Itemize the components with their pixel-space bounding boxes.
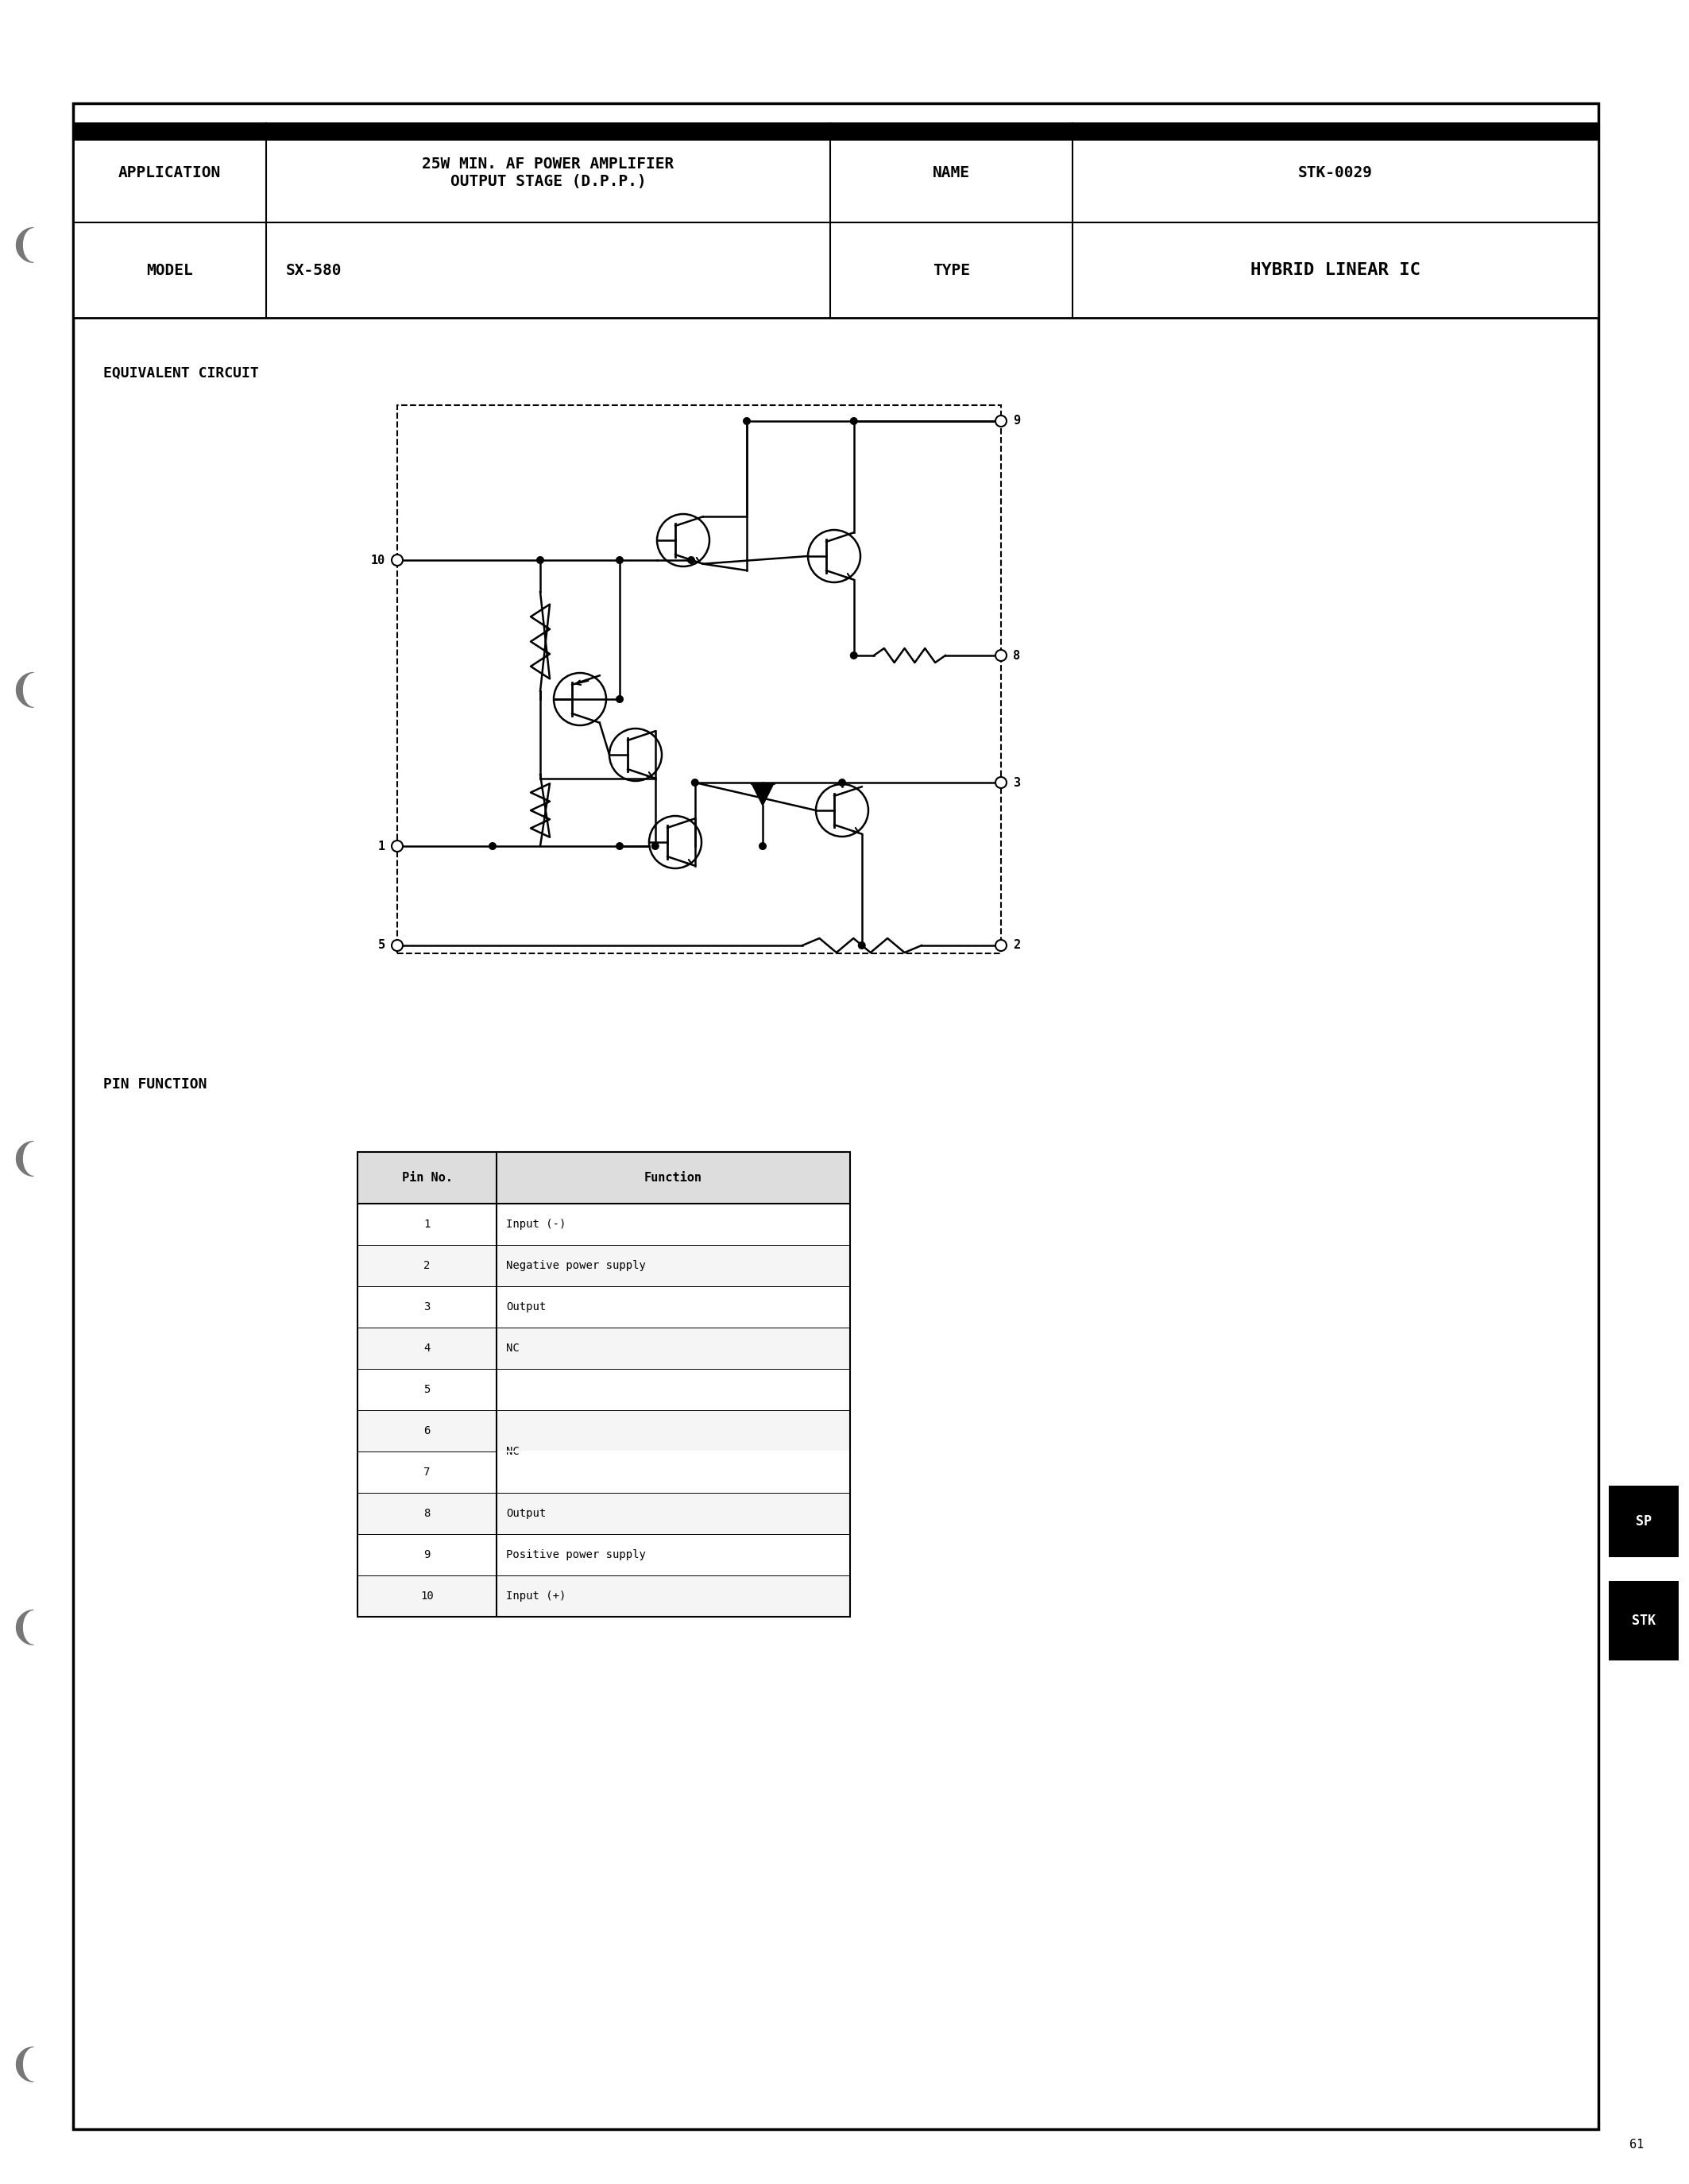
- Text: 8: 8: [424, 1507, 431, 1520]
- Text: 1: 1: [378, 841, 385, 852]
- Text: 5: 5: [424, 1385, 431, 1396]
- Text: NC: NC: [507, 1343, 520, 1354]
- Text: ❨: ❨: [7, 673, 41, 710]
- Text: Negative power supply: Negative power supply: [507, 1260, 645, 1271]
- Circle shape: [392, 841, 402, 852]
- Text: 61: 61: [1630, 2138, 1643, 2151]
- Bar: [358, 1411, 850, 1452]
- Bar: [358, 1203, 850, 1245]
- Text: 7: 7: [424, 1468, 431, 1479]
- Circle shape: [616, 843, 623, 850]
- Text: Pin No.: Pin No.: [402, 1173, 453, 1184]
- Bar: [358, 1575, 850, 1616]
- Text: 9: 9: [1013, 415, 1020, 428]
- Text: 3: 3: [424, 1302, 431, 1313]
- Circle shape: [758, 843, 767, 850]
- Text: 9: 9: [424, 1548, 431, 1559]
- Text: Positive power supply: Positive power supply: [507, 1548, 645, 1559]
- Text: PIN FUNCTION: PIN FUNCTION: [103, 1077, 208, 1092]
- Text: Function: Function: [644, 1173, 703, 1184]
- Text: ❨: ❨: [7, 1610, 41, 1647]
- Bar: [358, 1494, 850, 1533]
- Bar: [397, 406, 1002, 954]
- Text: 2: 2: [424, 1260, 431, 1271]
- Text: ❨: ❨: [7, 227, 41, 264]
- Text: STK-0029: STK-0029: [1299, 166, 1373, 181]
- Text: NC: NC: [507, 1446, 520, 1457]
- Text: 10: 10: [421, 1590, 434, 1601]
- Text: 4: 4: [424, 1343, 431, 1354]
- Circle shape: [743, 417, 750, 426]
- Text: Output: Output: [507, 1302, 546, 1313]
- Bar: [73, 122, 1598, 319]
- Circle shape: [535, 557, 544, 563]
- Circle shape: [995, 415, 1007, 426]
- Circle shape: [652, 843, 659, 850]
- Text: 5: 5: [378, 939, 385, 952]
- Text: ❨: ❨: [7, 2046, 41, 2086]
- Text: 6: 6: [424, 1426, 431, 1437]
- Bar: [358, 1452, 850, 1494]
- Text: SP: SP: [1635, 1514, 1652, 1529]
- Text: HYBRID LINEAR IC: HYBRID LINEAR IC: [1250, 262, 1420, 277]
- Bar: [73, 122, 1598, 140]
- Text: NAME: NAME: [932, 166, 969, 181]
- Circle shape: [488, 843, 497, 850]
- Text: ❨: ❨: [7, 1140, 41, 1179]
- Bar: [358, 1151, 850, 1616]
- Bar: [358, 1151, 850, 1203]
- Circle shape: [850, 417, 858, 426]
- Text: 3: 3: [1013, 778, 1020, 788]
- Circle shape: [995, 778, 1007, 788]
- Text: Output: Output: [507, 1507, 546, 1520]
- Circle shape: [858, 941, 866, 950]
- Text: TYPE: TYPE: [932, 262, 969, 277]
- Bar: [358, 1533, 850, 1575]
- Circle shape: [995, 939, 1007, 950]
- Text: EQUIVALENT CIRCUIT: EQUIVALENT CIRCUIT: [103, 367, 258, 380]
- Bar: [358, 1369, 850, 1411]
- Text: 25W MIN. AF POWER AMPLIFIER
OUTPUT STAGE (D.P.P.): 25W MIN. AF POWER AMPLIFIER OUTPUT STAGE…: [422, 157, 674, 190]
- Text: SX-580: SX-580: [285, 262, 341, 277]
- Text: 1: 1: [424, 1219, 431, 1230]
- Circle shape: [850, 651, 858, 660]
- Circle shape: [687, 557, 696, 563]
- Circle shape: [392, 555, 402, 566]
- Text: STK: STK: [1632, 1614, 1655, 1627]
- Text: 2: 2: [1013, 939, 1020, 952]
- Circle shape: [616, 695, 623, 703]
- Bar: [358, 1328, 850, 1369]
- Text: 10: 10: [372, 555, 385, 566]
- Circle shape: [392, 939, 402, 950]
- Circle shape: [995, 651, 1007, 662]
- Text: APPLICATION: APPLICATION: [118, 166, 221, 181]
- Bar: [358, 1245, 850, 1286]
- Text: Input (-): Input (-): [507, 1219, 566, 1230]
- Bar: [1608, 1485, 1679, 1557]
- Bar: [1608, 1581, 1679, 1660]
- Circle shape: [616, 557, 623, 563]
- Text: Input (+): Input (+): [507, 1590, 566, 1601]
- Polygon shape: [752, 784, 774, 806]
- Text: 8: 8: [1013, 649, 1020, 662]
- Circle shape: [838, 778, 846, 786]
- Circle shape: [691, 778, 699, 786]
- Text: MODEL: MODEL: [147, 262, 193, 277]
- Bar: [358, 1286, 850, 1328]
